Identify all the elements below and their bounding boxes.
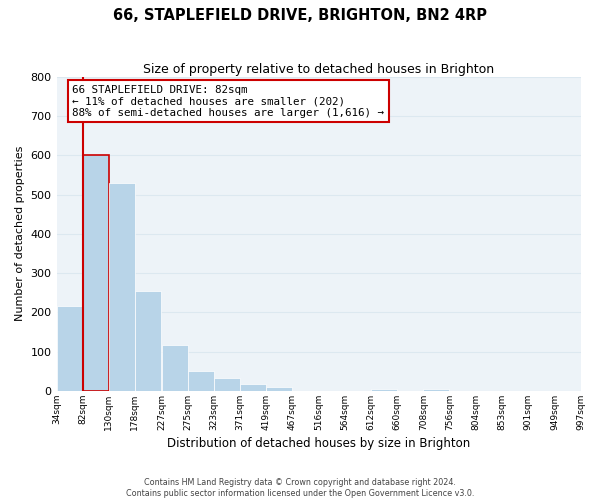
Bar (109, 182, 135, 391)
Bar (56, 306, 83, 391)
Bar (266, 387, 292, 391)
Title: Size of property relative to detached houses in Brighton: Size of property relative to detached ho… (143, 62, 494, 76)
Bar (161, 344, 188, 391)
Bar (83, 155, 109, 391)
Bar (214, 378, 240, 391)
X-axis label: Distribution of detached houses by size in Brighton: Distribution of detached houses by size … (167, 437, 470, 450)
Text: 66, STAPLEFIELD DRIVE, BRIGHTON, BN2 4RP: 66, STAPLEFIELD DRIVE, BRIGHTON, BN2 4RP (113, 8, 487, 22)
Bar (240, 384, 266, 391)
Bar (423, 389, 449, 391)
Text: 66 STAPLEFIELD DRIVE: 82sqm
← 11% of detached houses are smaller (202)
88% of se: 66 STAPLEFIELD DRIVE: 82sqm ← 11% of det… (72, 84, 384, 117)
Text: Contains HM Land Registry data © Crown copyright and database right 2024.
Contai: Contains HM Land Registry data © Crown c… (126, 478, 474, 498)
Bar (188, 372, 214, 391)
Bar (135, 290, 161, 391)
Y-axis label: Number of detached properties: Number of detached properties (15, 146, 25, 322)
Bar (371, 389, 397, 391)
